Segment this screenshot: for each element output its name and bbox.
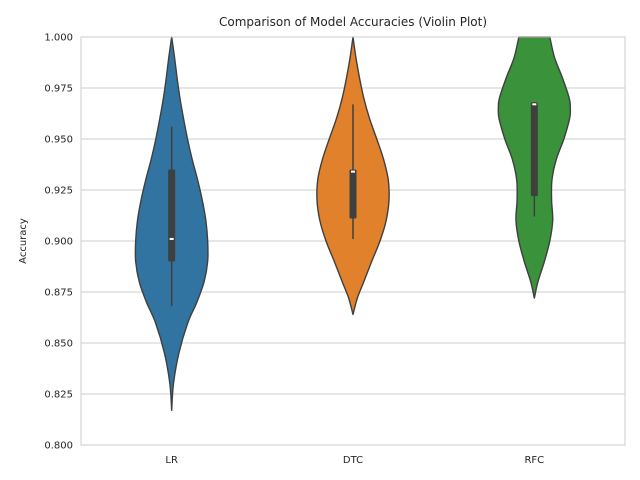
box-layer <box>168 102 538 307</box>
tick-layer: 0.800 0.825 0.850 0.875 0.900 0.925 0.950 0.975… <box>44 33 544 467</box>
plot-frame <box>80 36 626 446</box>
y-tick-label: 0.800 <box>44 441 73 452</box>
y-tick-label: 0.950 <box>44 135 73 146</box>
chart-title: Comparison of Model Accuracies (Violin P… <box>219 15 487 29</box>
y-tick-label: 1.000 <box>44 33 73 44</box>
median-marker-rfc <box>532 103 537 106</box>
y-axis-title: Accuracy <box>18 218 29 264</box>
y-tick-label: 0.850 <box>44 339 73 350</box>
y-tick-label: 0.975 <box>44 84 73 95</box>
x-tick-label-dtc: DTC <box>343 455 363 466</box>
iqr-box-dtc <box>349 169 357 219</box>
iqr-box-rfc <box>530 102 538 197</box>
x-tick-label-lr: LR <box>165 455 178 466</box>
median-marker-dtc <box>351 170 355 173</box>
y-tick-label: 0.825 <box>44 390 73 401</box>
median-marker-lr <box>169 237 174 240</box>
iqr-box-lr <box>168 169 176 262</box>
y-tick-label: 0.925 <box>44 186 73 197</box>
x-tick-label-rfc: RFC <box>524 455 544 466</box>
y-tick-label: 0.875 <box>44 288 73 299</box>
y-tick-label: 0.900 <box>44 237 73 248</box>
